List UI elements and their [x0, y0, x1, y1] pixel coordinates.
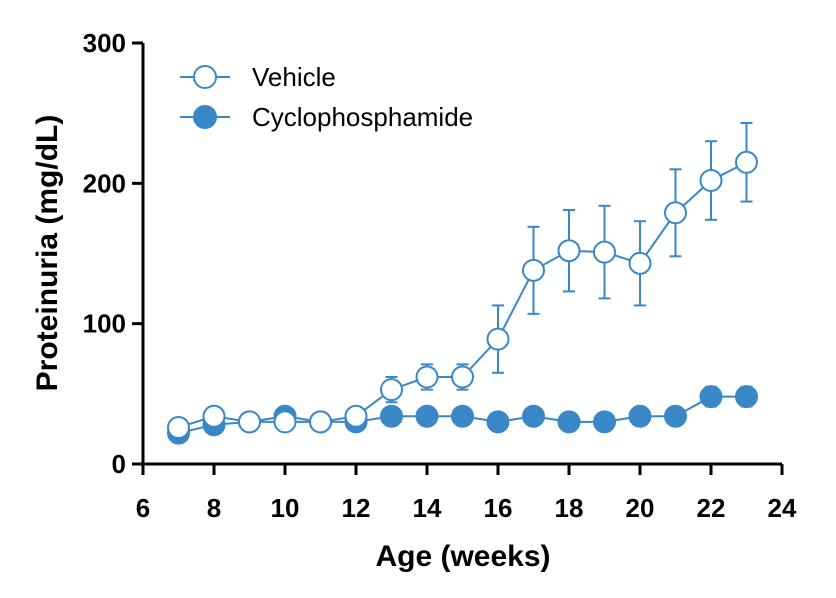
- x-tick-label: 14: [413, 493, 442, 523]
- data-point-vehicle: [664, 201, 687, 225]
- x-tick-label: 10: [271, 493, 300, 523]
- data-point-vehicle: [699, 169, 723, 193]
- y-tick-label: 300: [83, 28, 126, 58]
- data-point-cyclophosphamide: [557, 410, 581, 434]
- data-point-cyclophosphamide: [699, 385, 723, 409]
- y-tick-label: 100: [83, 309, 126, 339]
- x-tick-label: 16: [484, 493, 513, 523]
- y-tick-label: 0: [112, 449, 126, 479]
- data-point-vehicle: [522, 258, 545, 282]
- data-point-cyclophosphamide: [486, 410, 510, 434]
- data-point-cyclophosphamide: [593, 410, 616, 434]
- y-ticks: 0 100 200 300: [83, 28, 143, 479]
- x-tick-label: 8: [207, 493, 221, 523]
- x-ticks: 6 8 10 12 14 16 18 20 22 24: [136, 464, 797, 523]
- data-point-vehicle: [273, 410, 297, 434]
- data-point-cyclophosphamide: [451, 404, 474, 428]
- x-tick-label: 22: [697, 493, 726, 523]
- data-point-vehicle: [238, 410, 261, 434]
- legend-item-cyclophosphamide: Cyclophosphamide: [180, 102, 473, 132]
- x-tick-label: 18: [555, 493, 584, 523]
- data-point-cyclophosphamide: [415, 404, 439, 428]
- legend-marker-vehicle: [193, 65, 217, 89]
- data-point-vehicle: [380, 378, 403, 402]
- data-point-vehicle: [202, 404, 226, 428]
- y-tick-label: 200: [83, 168, 126, 198]
- data-point-cyclophosphamide: [522, 404, 545, 428]
- data-point-vehicle: [593, 240, 616, 264]
- legend-label-vehicle: Vehicle: [252, 62, 336, 92]
- x-tick-label: 20: [626, 493, 655, 523]
- data-point-vehicle: [167, 416, 190, 440]
- legend: Vehicle Cyclophosphamide: [180, 62, 473, 132]
- data-point-vehicle: [557, 239, 581, 263]
- axes: [141, 43, 782, 466]
- series-vehicle: [167, 121, 758, 440]
- x-tick-label: 12: [342, 493, 371, 523]
- legend-item-vehicle: Vehicle: [180, 62, 336, 92]
- x-axis-title: Age (weeks): [375, 540, 550, 573]
- data-point-cyclophosphamide: [380, 404, 403, 428]
- series-layer: [167, 121, 758, 445]
- data-point-vehicle: [628, 251, 652, 275]
- data-point-cyclophosphamide: [628, 404, 652, 428]
- data-point-vehicle: [486, 327, 510, 351]
- data-point-vehicle: [415, 365, 439, 389]
- legend-marker-cyclophosphamide: [193, 105, 217, 129]
- data-point-vehicle: [344, 404, 368, 428]
- data-point-vehicle: [309, 410, 332, 434]
- x-tick-label: 6: [136, 493, 150, 523]
- y-axis-title: Proteinuria (mg/dL): [31, 115, 64, 392]
- data-point-cyclophosphamide: [664, 404, 687, 428]
- data-point-vehicle: [735, 150, 758, 174]
- x-tick-label: 24: [768, 493, 797, 523]
- legend-label-cyclophosphamide: Cyclophosphamide: [252, 102, 473, 132]
- data-point-cyclophosphamide: [735, 385, 758, 409]
- data-point-vehicle: [451, 365, 474, 389]
